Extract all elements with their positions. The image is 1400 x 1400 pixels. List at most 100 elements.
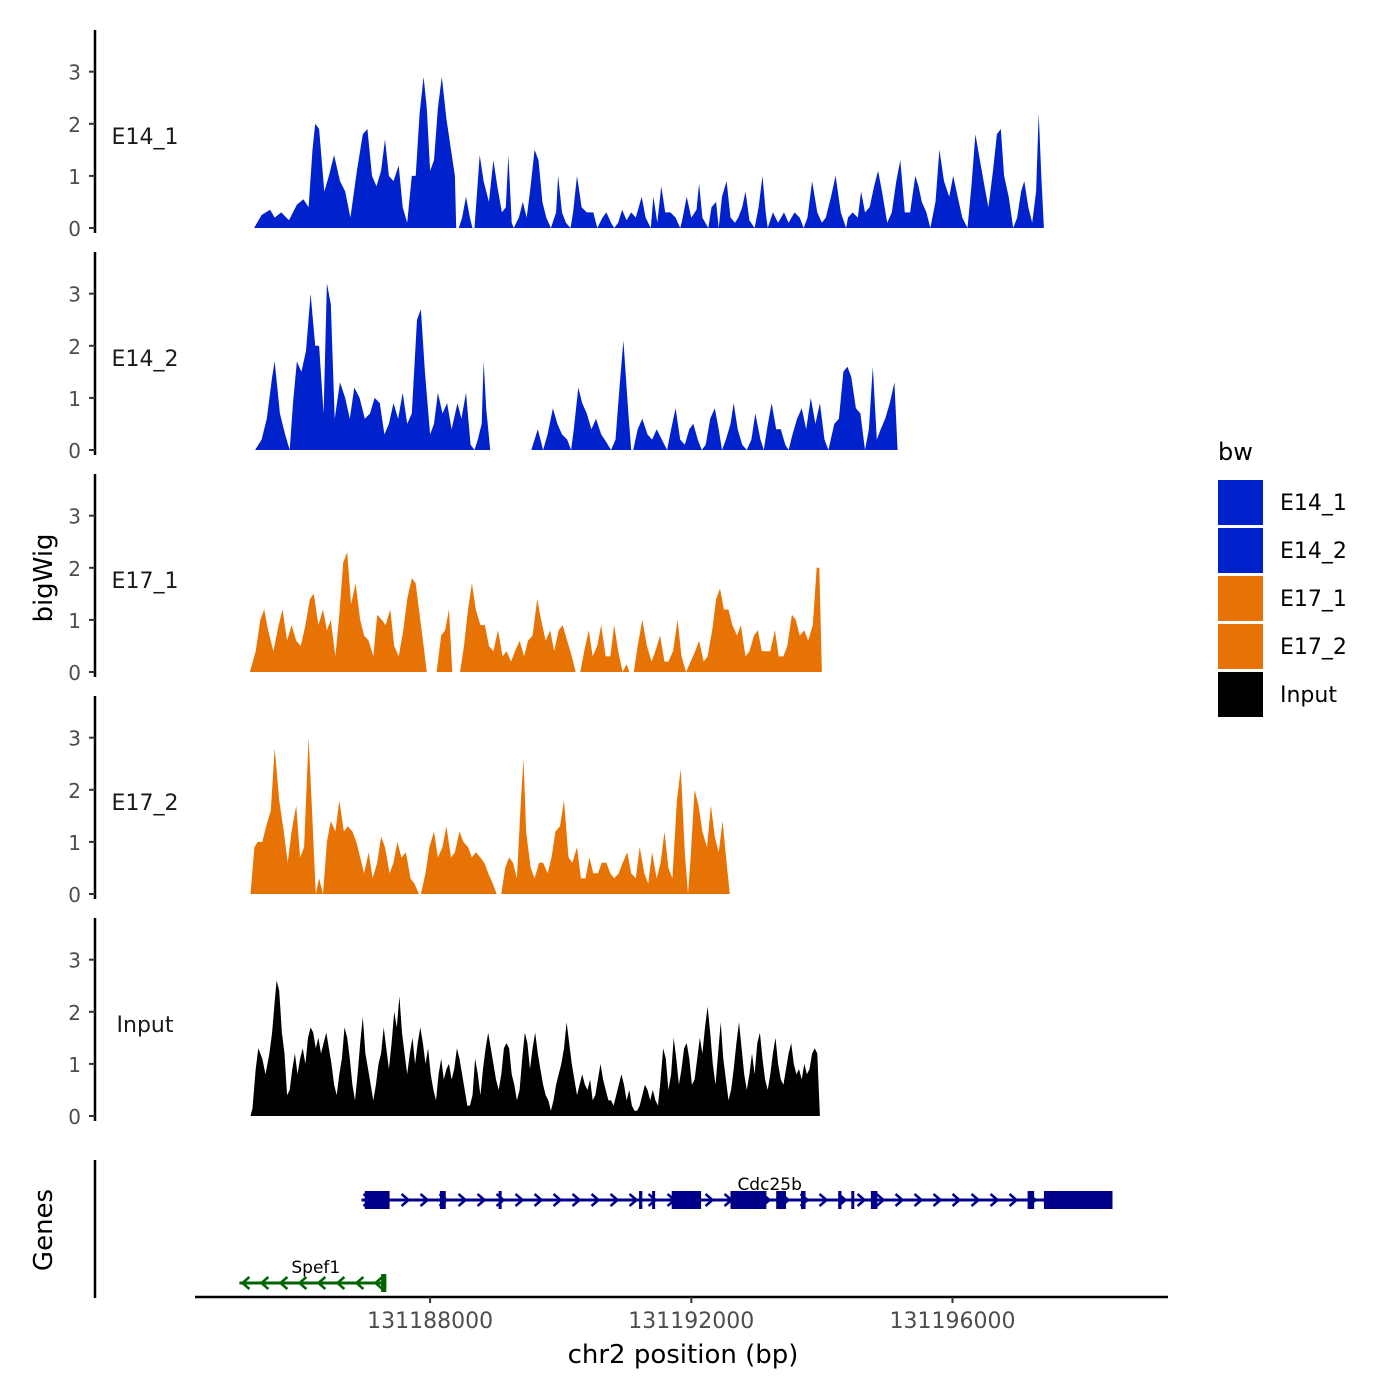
strand-chevron <box>316 1276 327 1290</box>
legend-entry-label: E17_2 <box>1280 635 1347 660</box>
y-tick-label: 3 <box>68 61 81 85</box>
y-tick-label: 1 <box>68 387 81 411</box>
legend: bw E14_1 E14_2 E17_1 E17_2 Input <box>1218 438 1347 717</box>
area-E17_1 <box>249 552 822 672</box>
y-tick-label: 1 <box>68 831 81 855</box>
legend-entry-label: E17_1 <box>1280 587 1347 612</box>
exon <box>439 1191 446 1209</box>
y-axis-label: bigWig <box>29 533 59 622</box>
strand-chevron <box>1008 1193 1019 1207</box>
y-tick-label: 0 <box>68 661 81 685</box>
strand-chevron <box>875 1193 886 1207</box>
exon <box>498 1191 502 1209</box>
track-label: E17_1 <box>112 569 179 594</box>
strand-chevron <box>989 1193 1000 1207</box>
y-tick-label: 3 <box>68 949 81 973</box>
y-tick-label: 1 <box>68 609 81 633</box>
strand-chevron <box>704 1193 715 1207</box>
strand-chevron <box>951 1193 962 1207</box>
track-label: Input <box>117 1013 174 1038</box>
y-tick-label: 0 <box>68 217 81 241</box>
legend-swatch <box>1218 576 1263 621</box>
legend-entry-label: E14_1 <box>1280 491 1347 516</box>
strand-chevron <box>628 1193 639 1207</box>
exon <box>776 1191 786 1209</box>
legend-entry-label: Input <box>1280 683 1337 708</box>
y-tick-label: 1 <box>68 1053 81 1077</box>
x-axis: 131188000 131192000 131196000 <box>195 1295 1168 1334</box>
x-tick-label: 131188000 <box>367 1309 493 1334</box>
exon <box>730 1191 767 1209</box>
track-label: E14_1 <box>112 125 179 150</box>
exon <box>364 1191 390 1209</box>
strand-chevron <box>894 1193 905 1207</box>
strand-chevron <box>932 1193 943 1207</box>
y-tick-label: 3 <box>68 727 81 751</box>
track-E14_2: 0 1 2 3 E14_2 <box>68 252 898 463</box>
strand-chevron <box>533 1193 544 1207</box>
track-label: E14_2 <box>112 347 179 372</box>
track-label: E17_2 <box>112 791 179 816</box>
y-tick-label: 2 <box>68 779 81 803</box>
strand-chevron <box>457 1193 468 1207</box>
y-tick-label: 0 <box>68 1105 81 1129</box>
legend-swatch <box>1218 480 1263 525</box>
strand-chevron <box>647 1193 658 1207</box>
legend-entry-label: E14_2 <box>1280 539 1347 564</box>
y-tick-label: 2 <box>68 113 81 137</box>
genes-axis-label: Genes <box>29 1189 59 1271</box>
x-tick-label: 131192000 <box>628 1309 754 1334</box>
strand-chevron <box>278 1276 289 1290</box>
legend-swatch <box>1218 528 1263 573</box>
gene-Cdc25b: Cdc25b <box>361 1175 1113 1209</box>
area-E17_2 <box>250 737 730 894</box>
exon <box>1043 1191 1113 1209</box>
strand-chevron <box>514 1193 525 1207</box>
exon <box>381 1274 387 1292</box>
strand-chevron <box>970 1193 981 1207</box>
strand-chevron <box>552 1193 563 1207</box>
area-E14_2 <box>255 283 898 450</box>
strand-chevron <box>913 1193 924 1207</box>
strand-chevron <box>419 1193 430 1207</box>
y-tick-label: 0 <box>68 439 81 463</box>
exon <box>671 1191 702 1209</box>
strand-chevron <box>856 1193 867 1207</box>
y-tick-label: 0 <box>68 883 81 907</box>
strand-chevron <box>240 1276 251 1290</box>
x-tick-label: 131196000 <box>890 1309 1016 1334</box>
area-Input <box>250 980 822 1116</box>
genes-track: Cdc25b Spef1 <box>93 1160 1113 1298</box>
y-tick-label: 3 <box>68 283 81 307</box>
strand-chevron <box>373 1276 384 1290</box>
exon <box>838 1191 842 1209</box>
strand-chevron <box>354 1276 365 1290</box>
strand-chevron <box>571 1193 582 1207</box>
legend-title: bw <box>1218 438 1253 466</box>
legend-swatch <box>1218 672 1263 717</box>
strand-chevron <box>259 1276 270 1290</box>
exon <box>870 1191 878 1209</box>
y-tick-label: 2 <box>68 557 81 581</box>
strand-chevron <box>400 1193 411 1207</box>
y-tick-label: 2 <box>68 335 81 359</box>
strand-chevron <box>335 1276 346 1290</box>
track-E14_1: 0 1 2 3 E14_1 <box>68 30 1044 241</box>
track-Input: 0 1 2 3 Input <box>68 918 822 1129</box>
exon <box>801 1191 806 1209</box>
legend-swatch <box>1218 624 1263 669</box>
x-axis-label: chr2 position (bp) <box>568 1340 799 1370</box>
tracks-group: 0 1 2 3 E14_1 0 1 2 3 E14_2 0 1 2 3 E17_1 0 1 2 3 E17_2 0 1 2 3… <box>68 30 1044 1129</box>
strand-chevron <box>818 1193 829 1207</box>
exon <box>1027 1191 1035 1209</box>
area-E14_1 <box>254 76 1044 229</box>
y-tick-label: 2 <box>68 1001 81 1025</box>
gene-Spef1: Spef1 <box>239 1258 387 1292</box>
gene-label: Cdc25b <box>737 1175 801 1195</box>
exon <box>639 1191 643 1209</box>
y-tick-label: 3 <box>68 505 81 529</box>
strand-chevron <box>476 1193 487 1207</box>
strand-chevron <box>590 1193 601 1207</box>
gene-label: Spef1 <box>291 1258 340 1278</box>
